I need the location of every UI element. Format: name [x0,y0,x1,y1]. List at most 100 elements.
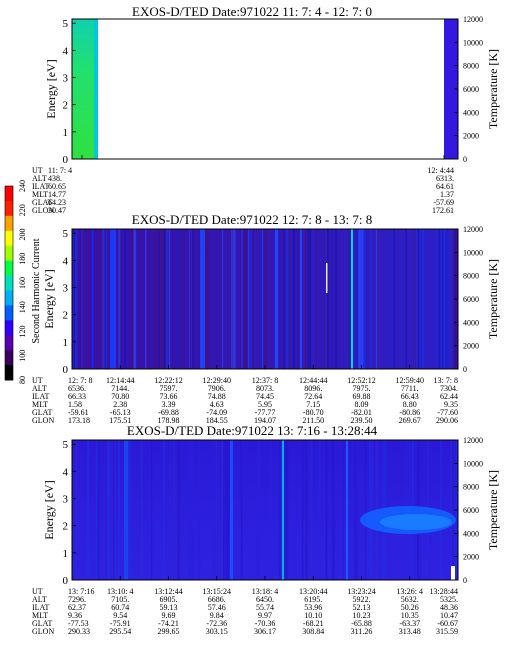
panel-2-stripe [261,229,264,369]
panel-1-ytick-label: 5 [63,18,69,30]
footer-cell: 7304. [440,384,458,393]
colorbar-tick-label: 120 [18,326,27,338]
panel-1-y2tick-label: 0 [463,155,467,164]
footer-cell: 14.77 [48,190,66,199]
footer-row-label: UT [32,166,43,175]
panel-3-bright-stripe [124,440,128,580]
footer-cell: 13:10: 4 [107,587,133,596]
footer-cell: 73.66 [160,392,178,401]
footer-cell: 8.09 [355,400,369,409]
footer-cell: 74.88 [208,392,226,401]
footer-cell: 10.47 [440,611,458,620]
footer-cell: 55.74 [256,603,274,612]
footer-cell: 13:23:24 [347,587,375,596]
panel-2-stripe [191,229,194,369]
panel-2-stripe [405,229,408,369]
panel-3-stripe [240,440,243,580]
panel-3-ylabel: Energy [eV] [42,480,56,539]
panel-3-stripe [353,440,356,580]
panel-3-stripe [241,440,244,580]
footer-row-label: ALT [32,595,47,604]
footer-cell: 13:20:44 [299,587,327,596]
panel-2-cyan-line [351,229,353,369]
colorbar-swatch [5,290,13,306]
footer-row-label: ALT [32,384,47,393]
panel-2-y2tick-label: 12000 [463,225,483,234]
footer-cell: 10.35 [401,611,419,620]
panel-3-y2tick-label: 10000 [463,459,483,468]
panel-2-stripe [210,229,212,369]
footer-cell: 72.64 [304,392,322,401]
colorbar-tick-label: 240 [18,180,27,192]
panel-3-bright-stripe [346,440,348,580]
panel-3-ytick-label: 5 [63,439,69,451]
footer-cell: 12:37: 8 [252,376,278,385]
footer-cell: 12: 4:44 [428,166,454,175]
footer-cell: 9.69 [162,611,176,620]
footer-row-label: GLON [32,206,54,215]
panel-2-stripe [189,229,191,369]
panel-1-y2tick-label: 6000 [463,85,479,94]
panel-3-stripe [302,440,304,580]
footer-cell: 12:14:44 [106,376,134,385]
panel-3-stripe [334,440,336,580]
panel-2-stripe [161,229,165,369]
colorbar-tick-label: 100 [18,350,27,362]
colorbar-swatch [5,365,13,381]
panel-2-stripe [106,229,108,369]
footer-cell: 62.37 [68,603,86,612]
footer-cell: 60.74 [111,603,129,612]
footer-cell: 1.58 [68,400,82,409]
panel-2-y2label: Temperature [K] [486,259,500,339]
panel-3-ytick-label: 4 [63,466,69,478]
footer-cell: 12:52:12 [347,376,375,385]
panel-3-stripe [226,440,229,580]
colorbar-ticks: 80 100 120 140 160 180 200 220 240 [18,180,27,384]
panel-2-stripes [72,229,459,369]
panel-2-stripe [248,229,252,369]
panel-3-stripe [370,440,372,580]
panel-2-stripe [245,229,248,369]
panel-3-y2tick-label: 2000 [463,553,479,562]
footer-cell: 9.97 [258,611,272,620]
panel-3-stripe [270,440,272,580]
panel-2-stripe [231,229,234,369]
panel-2-stripe [445,229,449,369]
panel-2-ytick-label: 4 [63,255,69,267]
panel-3-stripe [308,440,310,580]
footer-cell: 12:29:40 [203,376,231,385]
footer-cell: 13:12:44 [154,587,182,596]
panel-3-stripe [96,440,98,580]
panel-3-stripe [279,440,283,580]
footer-row-label: UT [32,587,43,596]
panel-2-stripe [199,229,201,369]
footer-cell: 6686. [208,595,226,604]
panel-2-stripe [118,229,122,369]
footer-cell: 184.55 [206,416,228,425]
panel-3-stripe [110,440,112,580]
panel-2-stripe [155,229,157,369]
panel-2-stripe [323,229,325,369]
panel-2-stripe [103,229,105,369]
footer-cell: 6536. [68,384,86,393]
panel-2-bright-stripe [200,229,205,369]
footer-cell: -57.69 [433,198,454,207]
footer-cell: 57.46 [208,603,226,612]
colorbar-frame [4,185,14,381]
footer-cell: 13:26: 4 [397,587,423,596]
panel-2-stripe [392,229,394,369]
panel-2-stripe [312,229,314,369]
panel-3-stripe [278,440,279,580]
colorbar-swatch [5,200,13,217]
colorbar-swatch [5,186,13,202]
footer-cell: 269.67 [399,416,421,425]
panel-2-stripe [297,229,299,369]
footer-cell: 9.54 [113,611,127,620]
footer-row-label: GLON [32,627,54,636]
footer-cell: -77.77 [255,408,276,417]
panel-2-stripe [121,229,124,369]
panel-2-stripe [166,229,167,369]
panel-2-stripe [370,229,372,369]
panel-2-bright-stripe [110,229,116,369]
